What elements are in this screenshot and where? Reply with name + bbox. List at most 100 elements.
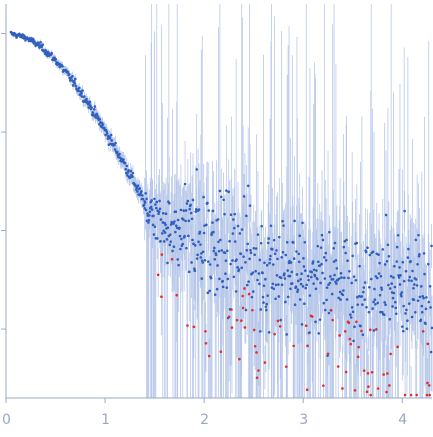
data-point	[214, 253, 218, 257]
data-point	[412, 286, 415, 290]
data-point	[44, 49, 47, 52]
data-point	[187, 219, 191, 223]
data-point	[202, 231, 206, 235]
data-point	[80, 95, 84, 98]
data-point	[154, 203, 157, 206]
data-point	[161, 212, 165, 215]
data-point	[237, 268, 241, 271]
data-point	[413, 283, 416, 286]
outlier-point	[251, 308, 254, 312]
data-point	[250, 295, 254, 299]
data-point	[373, 298, 377, 301]
outlier-point	[239, 319, 243, 322]
data-point	[415, 284, 419, 287]
data-point	[316, 244, 320, 248]
data-point	[323, 256, 326, 259]
data-point	[199, 256, 203, 259]
outlier-point	[357, 345, 360, 349]
outlier-point	[376, 387, 380, 390]
data-point	[108, 136, 112, 140]
data-point	[425, 296, 428, 299]
error-bars	[10, 4, 433, 398]
data-point	[87, 106, 91, 109]
data-point	[213, 293, 217, 296]
data-point	[325, 298, 328, 302]
outlier-point	[396, 345, 399, 349]
data-point	[210, 233, 213, 237]
data-point	[339, 298, 342, 301]
data-point	[153, 225, 157, 229]
data-point	[393, 264, 396, 268]
data-point	[206, 201, 209, 205]
data-point	[173, 220, 176, 223]
data-point	[195, 257, 199, 260]
data-point	[308, 294, 312, 297]
data-point	[86, 100, 89, 103]
data-point	[343, 239, 347, 243]
data-point	[424, 307, 428, 311]
data-point	[186, 199, 190, 203]
outlier-point	[415, 393, 418, 397]
data-point	[246, 242, 250, 246]
data-point	[280, 256, 283, 259]
data-point	[171, 249, 174, 253]
data-point	[384, 213, 388, 217]
data-point	[411, 269, 414, 273]
outlier-point	[243, 326, 247, 329]
data-point	[286, 295, 290, 299]
data-point	[88, 100, 92, 104]
data-point	[206, 291, 210, 295]
data-point	[227, 190, 231, 194]
data-point	[266, 241, 270, 245]
data-point	[249, 251, 253, 255]
data-point	[377, 253, 380, 256]
data-point	[176, 218, 180, 222]
data-point	[252, 247, 256, 250]
data-point	[274, 297, 277, 301]
data-point	[277, 235, 281, 239]
data-point	[205, 223, 208, 227]
data-point	[207, 209, 211, 212]
outlier-point	[292, 344, 295, 348]
data-point	[191, 238, 194, 242]
data-point	[136, 190, 139, 193]
outlier-point	[386, 372, 389, 375]
data-point	[397, 274, 400, 277]
outlier-point	[385, 390, 388, 394]
data-point	[199, 243, 202, 246]
data-point	[361, 303, 364, 306]
data-point	[368, 253, 372, 257]
outlier-point	[253, 344, 257, 348]
data-point	[290, 282, 294, 285]
data-point	[253, 253, 256, 257]
data-point	[189, 211, 193, 215]
data-point	[101, 123, 105, 126]
outlier-point	[382, 373, 386, 376]
data-point	[358, 264, 361, 268]
data-point	[308, 331, 311, 334]
data-point	[388, 317, 392, 321]
data-point	[155, 206, 158, 210]
data-point	[399, 274, 402, 277]
outlier-point	[278, 325, 282, 328]
data-point	[122, 158, 125, 161]
data-point	[141, 197, 145, 201]
data-point	[260, 224, 263, 228]
data-point	[135, 186, 139, 189]
data-point	[152, 214, 155, 218]
data-point	[192, 242, 195, 246]
outlier-point	[322, 384, 325, 387]
data-point	[220, 249, 224, 252]
data-point	[195, 168, 198, 171]
data-point	[320, 233, 324, 237]
data-point	[41, 43, 45, 46]
outlier-point	[360, 329, 363, 333]
data-point	[352, 275, 356, 278]
data-point	[228, 239, 231, 243]
outlier-point	[348, 337, 352, 341]
data-point	[146, 212, 149, 215]
data-point	[396, 233, 400, 237]
data-point	[131, 175, 134, 178]
data-point	[40, 45, 44, 49]
data-point	[363, 298, 366, 301]
